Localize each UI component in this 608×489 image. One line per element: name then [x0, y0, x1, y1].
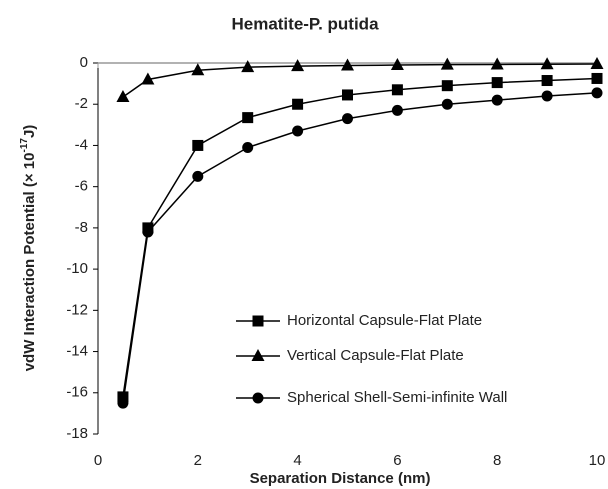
point — [440, 57, 454, 70]
x-tick-label: 4 — [293, 452, 301, 469]
y-tick-label: -18 — [66, 425, 88, 442]
y-tick-label: -6 — [75, 178, 88, 195]
point — [342, 89, 353, 101]
y-tick-label: -16 — [66, 384, 88, 401]
legend-marker — [252, 392, 264, 404]
y-tick-label: -2 — [75, 95, 88, 112]
x-tick-label: 0 — [94, 452, 102, 469]
point — [241, 60, 255, 73]
point — [141, 72, 155, 85]
x-tick-label: 8 — [493, 452, 501, 469]
point — [390, 58, 404, 71]
chart-title: Hematite-P. putida — [231, 14, 379, 33]
point — [541, 75, 553, 87]
point — [191, 63, 205, 76]
point — [591, 87, 603, 99]
legend-marker — [251, 349, 265, 361]
point — [540, 57, 554, 70]
y-tick-label: 0 — [80, 54, 88, 71]
x-tick-label: 10 — [589, 452, 606, 469]
y-tick-label: -8 — [75, 219, 88, 236]
y-tick-label: -10 — [66, 260, 88, 277]
point — [441, 80, 453, 92]
point — [541, 90, 553, 102]
legend-label: Horizontal Capsule-Flat Plate — [287, 312, 482, 329]
point — [292, 125, 304, 137]
series-line — [122, 63, 598, 98]
y-axis-title-part: vdW Interaction Potential (× 10 — [21, 153, 38, 372]
point — [192, 139, 204, 151]
y-tick-label: -12 — [66, 301, 88, 318]
y-axis-title-sup: -17 — [19, 138, 30, 153]
point — [142, 226, 154, 238]
point — [342, 113, 353, 125]
point — [441, 98, 453, 110]
point — [491, 77, 503, 89]
legend-label: Vertical Capsule-Flat Plate — [287, 347, 464, 364]
point — [391, 84, 403, 96]
legend-marker — [252, 315, 264, 327]
x-axis-title: Separation Distance (nm) — [250, 470, 431, 487]
x-tick-label: 6 — [393, 452, 401, 469]
point — [242, 142, 254, 154]
y-axis-title: vdW Interaction Potential (× 10-17J) — [19, 125, 38, 372]
point — [490, 57, 504, 70]
y-tick-label: -14 — [66, 343, 88, 360]
point — [117, 397, 129, 409]
y-tick-label: -4 — [75, 136, 88, 153]
point — [117, 391, 129, 403]
point — [491, 94, 503, 106]
point — [591, 72, 603, 84]
point — [242, 112, 254, 124]
point — [341, 58, 354, 71]
point — [590, 57, 604, 70]
point — [192, 170, 204, 182]
point — [292, 98, 304, 110]
y-axis-title-part: J) — [21, 125, 38, 138]
point — [116, 90, 130, 103]
legend-label: Spherical Shell-Semi-infinite Wall — [287, 389, 507, 406]
x-tick-label: 2 — [194, 452, 202, 469]
point — [391, 104, 403, 116]
point — [291, 59, 305, 72]
